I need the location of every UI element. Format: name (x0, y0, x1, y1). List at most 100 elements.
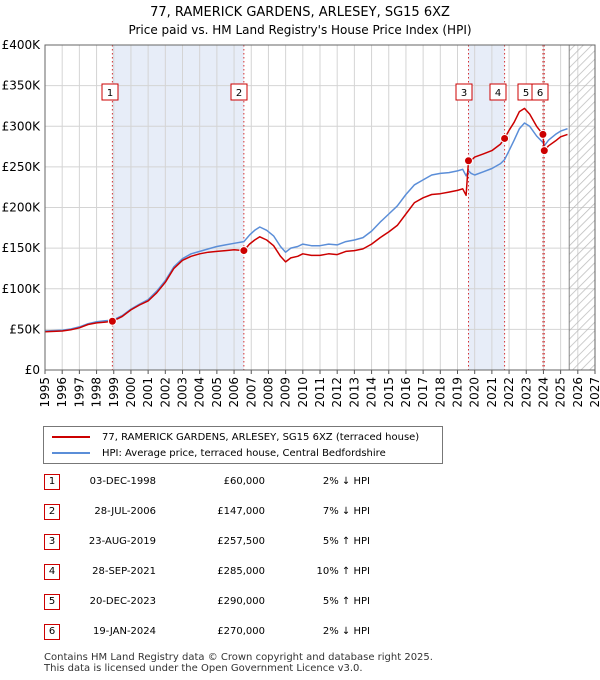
transaction-number-badge: 3 (44, 534, 60, 550)
transaction-date: 19-JAN-2024 (92, 626, 156, 637)
transaction-number-badge: 4 (44, 564, 60, 580)
transaction-date: 28-SEP-2021 (92, 566, 156, 577)
transaction-price: £270,000 (217, 626, 265, 637)
x-tick-label: 2025 (554, 377, 568, 408)
sale-label-3: 3 (461, 88, 467, 99)
x-tick-label: 2002 (158, 377, 172, 408)
x-tick-label: 2013 (347, 377, 361, 408)
x-tick-label: 2012 (330, 377, 344, 408)
transaction-date: 03-DEC-1998 (89, 476, 156, 487)
sale-label-box-4 (489, 83, 507, 101)
transaction-price: £290,000 (217, 596, 265, 607)
x-tick-label: 1996 (55, 377, 69, 408)
x-tick-label: 2026 (571, 377, 585, 408)
x-tick-label: 2020 (468, 377, 482, 408)
transaction-price: £147,000 (217, 506, 265, 517)
footer-copyright: Contains HM Land Registry data © Crown c… (44, 652, 433, 663)
sale-label-6: 6 (537, 88, 543, 99)
chart-title: 77, RAMERICK GARDENS, ARLESEY, SG15 6XZ (150, 5, 450, 20)
sale-point-6 (539, 146, 549, 156)
transaction-number-badge: 1 (44, 474, 60, 490)
transaction-hpi-diff: 2% ↓ HPI (322, 476, 370, 487)
x-tick-label: 2008 (261, 377, 275, 408)
x-tick-label: 1998 (90, 377, 104, 408)
sale-label-1: 1 (107, 88, 113, 99)
y-tick-label: £50K (9, 322, 41, 336)
transaction-price: £60,000 (223, 476, 265, 487)
y-tick-label: £250K (2, 160, 42, 174)
hpi-line (44, 122, 568, 332)
x-tick-label: 2007 (244, 377, 258, 408)
transaction-price: £285,000 (217, 566, 265, 577)
transaction-number-badge: 6 (44, 624, 60, 640)
x-tick-label: 2023 (519, 377, 533, 408)
sale-label-4: 4 (495, 88, 501, 99)
transaction-date: 20-DEC-2023 (89, 596, 156, 607)
legend-swatch-property (52, 436, 90, 438)
legend-swatch-hpi (52, 452, 90, 454)
table-row: 6 19-JAN-2024 £270,000 2% ↓ HPI (0, 620, 600, 644)
forecast-hatch-area (569, 45, 595, 370)
transaction-hpi-diff: 7% ↓ HPI (322, 506, 370, 517)
legend-label-property: 77, RAMERICK GARDENS, ARLESEY, SG15 6XZ … (102, 431, 420, 443)
x-tick-label: 1995 (38, 377, 52, 408)
x-tick-label: 2019 (451, 377, 465, 408)
sale-label-box-1 (101, 83, 119, 101)
table-row: 3 23-AUG-2019 £257,500 5% ↑ HPI (0, 530, 600, 554)
y-tick-label: £350K (2, 79, 42, 93)
sale-label-2: 2 (236, 88, 242, 99)
x-tick-label: 2022 (502, 377, 516, 408)
transaction-number-badge: 2 (44, 504, 60, 520)
transaction-price: £257,500 (217, 536, 265, 547)
sale-point-3 (464, 156, 473, 166)
x-tick-label: 2024 (536, 377, 550, 408)
transaction-number-badge: 5 (44, 594, 60, 610)
x-tick-label: 2000 (124, 377, 138, 408)
transaction-hpi-diff: 5% ↑ HPI (322, 536, 370, 547)
x-tick-label: 1999 (107, 377, 121, 408)
footer-attribution: Contains HM Land Registry data © Crown c… (44, 652, 433, 674)
y-tick-label: £300K (2, 119, 42, 133)
sale-point-4 (500, 133, 510, 143)
x-tick-label: 2017 (416, 377, 430, 408)
transaction-hpi-diff: 2% ↓ HPI (322, 626, 370, 637)
x-tick-label: 2006 (227, 377, 241, 408)
x-tick-label: 2011 (313, 377, 327, 408)
y-tick-label: £100K (2, 282, 42, 296)
transaction-date: 23-AUG-2019 (88, 536, 156, 547)
legend-label-hpi: HPI: Average price, terraced house, Cent… (102, 447, 386, 459)
transaction-hpi-diff: 5% ↑ HPI (322, 596, 370, 607)
x-tick-label: 2001 (141, 377, 155, 408)
x-tick-label: 2015 (382, 377, 396, 408)
sale-label-box-2 (230, 83, 248, 101)
x-tick-label: 2005 (210, 377, 224, 408)
legend-item-hpi: HPI: Average price, terraced house, Cent… (52, 445, 386, 461)
x-tick-label: 2027 (588, 377, 600, 408)
sale-label-5: 5 (523, 88, 529, 99)
x-tick-label: 2010 (296, 377, 310, 408)
y-tick-label: £150K (2, 241, 42, 255)
table-row: 5 20-DEC-2023 £290,000 5% ↑ HPI (0, 590, 600, 614)
sale-label-box-6 (531, 83, 549, 101)
chart-subtitle: Price paid vs. HM Land Registry's House … (128, 23, 472, 37)
x-tick-label: 1997 (72, 377, 86, 408)
x-tick-label: 2009 (279, 377, 293, 408)
table-row: 2 28-JUL-2006 £147,000 7% ↓ HPI (0, 500, 600, 524)
y-tick-label: £400K (2, 38, 42, 52)
sale-label-box-3 (455, 83, 473, 101)
legend-item-property: 77, RAMERICK GARDENS, ARLESEY, SG15 6XZ … (52, 429, 419, 445)
sale-point-2 (239, 246, 249, 256)
chart-legend: 77, RAMERICK GARDENS, ARLESEY, SG15 6XZ … (43, 426, 443, 464)
y-tick-label: £0 (25, 363, 40, 377)
plot-frame (44, 44, 596, 371)
sale-point-5 (538, 129, 548, 139)
sale-point-1 (107, 316, 117, 326)
transaction-date: 28-JUL-2006 (94, 506, 156, 517)
x-tick-label: 2003 (176, 377, 190, 408)
table-row: 1 03-DEC-1998 £60,000 2% ↓ HPI (0, 470, 600, 494)
y-tick-label: £200K (2, 201, 42, 215)
x-tick-label: 2014 (365, 377, 379, 408)
transaction-hpi-diff: 10% ↑ HPI (316, 566, 370, 577)
x-tick-label: 2018 (433, 377, 447, 408)
